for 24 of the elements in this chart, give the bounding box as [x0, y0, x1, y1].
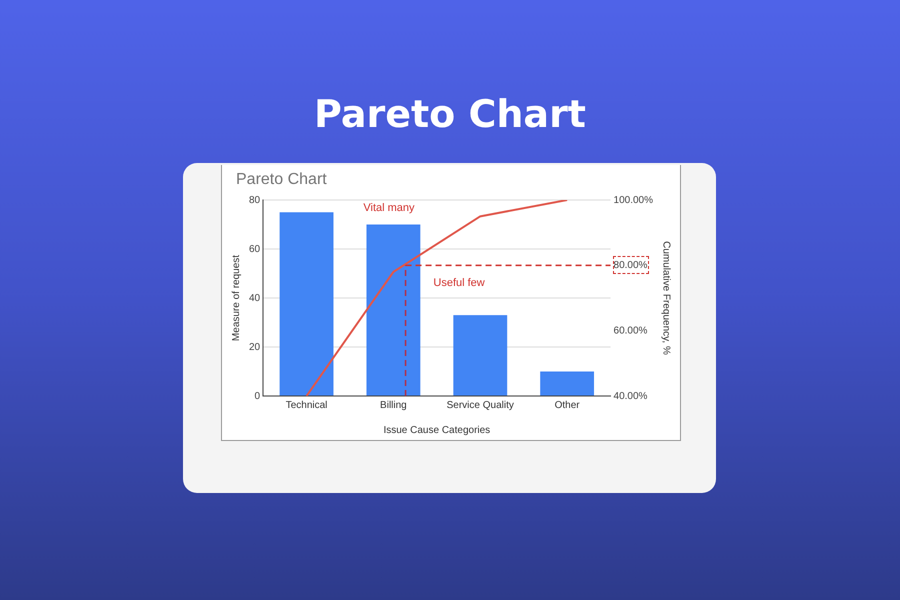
- annotation: Useful few: [433, 277, 485, 290]
- y2-tick-label: 80.00%: [614, 260, 648, 272]
- y-tick-label: 0: [254, 390, 261, 402]
- x-tick-label: Service Quality: [446, 400, 514, 411]
- y-tick-label: 40: [249, 292, 261, 304]
- bar: [280, 212, 334, 396]
- y-tick-label: 80: [249, 194, 261, 206]
- bar: [540, 372, 594, 396]
- x-tick-label: Billing: [380, 400, 407, 411]
- y-tick-label: 60: [249, 244, 261, 255]
- bar: [366, 224, 420, 396]
- y2-tick-label: 60.00%: [614, 325, 648, 336]
- y-tick-label: 20: [249, 342, 261, 353]
- annotation: Vital many: [363, 202, 415, 214]
- y-axis-title: Measure of request: [230, 254, 242, 342]
- x-tick-label: Technical: [286, 400, 328, 411]
- y2-axis-title: Cumulative Frequency, %: [660, 241, 672, 355]
- chart-subtitle: Pareto Chart: [236, 171, 327, 189]
- x-axis-title: Issue Cause Categories: [383, 424, 490, 436]
- bar: [453, 315, 508, 396]
- y2-tick-label: 100.00%: [614, 194, 654, 206]
- x-tick-label: Other: [554, 400, 580, 411]
- y2-tick-label: 40.00%: [614, 390, 648, 402]
- chart-title: Pareto Chart: [313, 92, 587, 136]
